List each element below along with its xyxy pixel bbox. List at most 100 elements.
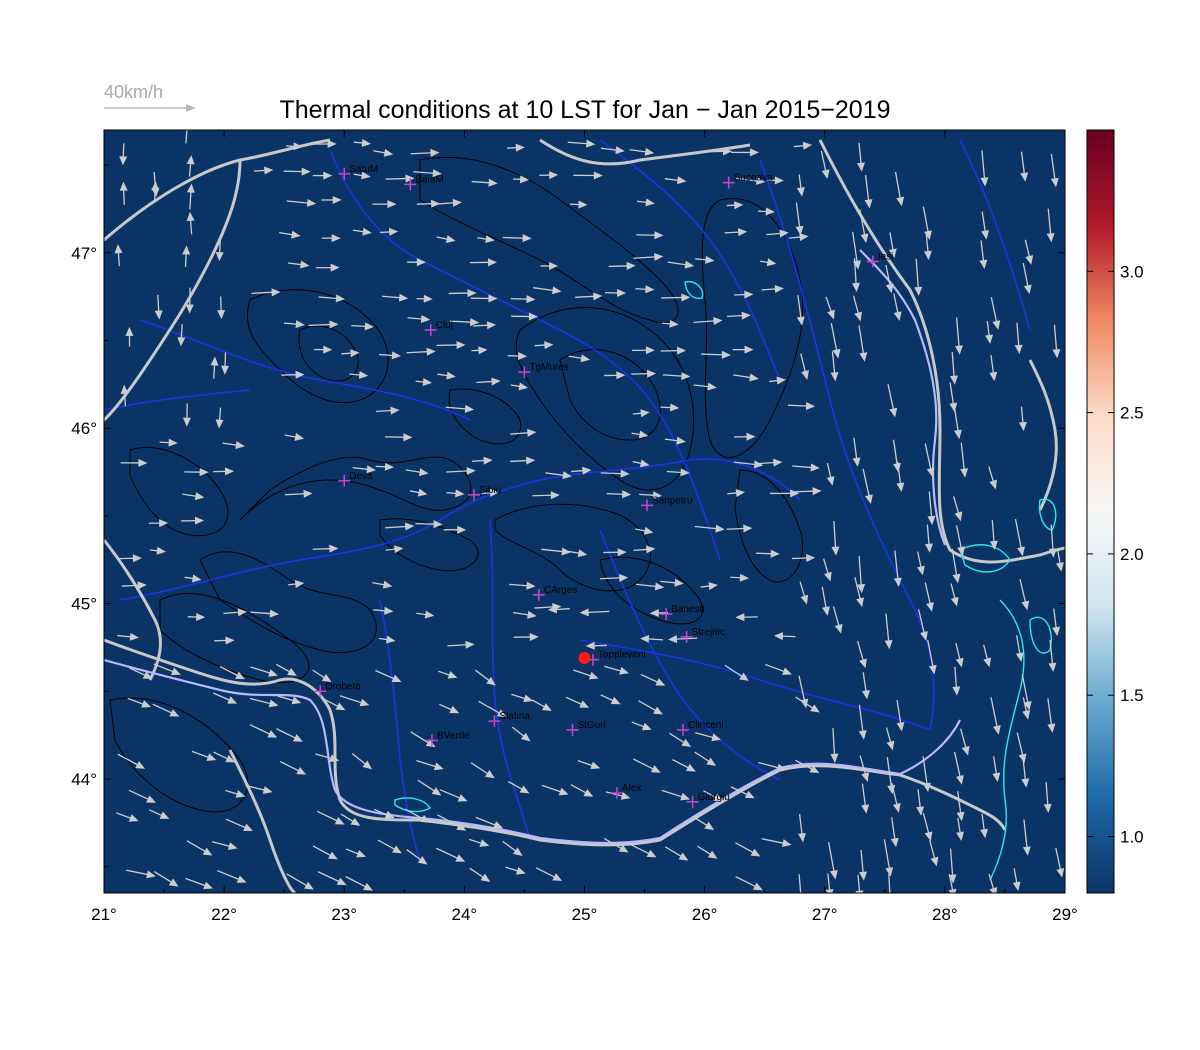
wind-arrow-head — [985, 334, 994, 344]
wind-arrow-head — [704, 821, 715, 831]
wind-arrow-head — [643, 526, 654, 535]
wind-arrow-head — [822, 606, 830, 616]
wind-arrow-shaft — [417, 779, 437, 793]
wind-arrow-head — [1015, 652, 1024, 662]
city-label: Deva — [349, 471, 373, 482]
wind-arrow-shaft — [545, 472, 566, 477]
wind-arrow-head — [457, 525, 467, 534]
wind-arrow-head — [766, 258, 777, 267]
wind-arrow-shaft — [541, 548, 565, 553]
x-axis: 21° 22° 23° 24° 25° 26° 27° 28° 29° — [91, 130, 1078, 924]
contour-line — [515, 307, 695, 491]
wind-arrow-shaft — [922, 756, 928, 787]
wind-arrow-shaft — [509, 583, 530, 587]
wind-arrow-head — [541, 703, 552, 711]
wind-arrow-shaft — [954, 409, 960, 434]
wind-arrow-shaft — [604, 665, 624, 673]
wind-arrow-head — [1020, 172, 1029, 182]
wind-arrow-head — [549, 171, 559, 180]
wind-arrow-shaft — [891, 817, 896, 842]
wind-arrow-shaft — [316, 810, 340, 823]
wind-arrow-head — [776, 376, 786, 385]
wind-arrow-head — [705, 255, 715, 264]
colorbar-tick-label: 1.5 — [1120, 686, 1144, 705]
wind-arrow-head — [512, 847, 523, 857]
x-tick-label: 29° — [1052, 905, 1078, 924]
wind-arrow-head — [616, 371, 626, 380]
wind-arrow-shaft — [953, 751, 962, 779]
wind-arrow-head — [830, 371, 839, 382]
wind-arrow-head — [834, 623, 843, 634]
city-label: Suceava — [734, 173, 773, 184]
wind-arrow-head — [796, 316, 805, 326]
wind-arrow-shaft — [1016, 732, 1024, 758]
wind-arrow-head — [924, 831, 933, 842]
wind-arrow-shaft — [827, 873, 831, 893]
wind-arrow-shaft — [980, 240, 985, 264]
wind-arrow-shaft — [249, 724, 273, 736]
wind-arrow-shaft — [949, 848, 954, 878]
wind-arrow-shaft — [830, 322, 838, 353]
wind-arrow-head — [743, 524, 753, 533]
wind-arrow-head — [128, 814, 139, 822]
wind-arrow-shaft — [924, 443, 932, 472]
wind-arrow-head — [948, 888, 957, 893]
wind-arrow-head — [706, 757, 717, 766]
wind-arrow-head — [861, 804, 870, 814]
contour-line — [109, 697, 249, 813]
border-line — [1028, 359, 1058, 511]
wind-arrow-head — [293, 142, 303, 151]
city-label: Giurgiu — [698, 792, 730, 803]
wind-arrow-shaft — [628, 842, 652, 856]
x-tick-label: 24° — [452, 905, 478, 924]
wind-arrow-head — [287, 668, 297, 676]
wind-arrow-head — [578, 200, 588, 209]
wind-arrow-shaft — [1047, 208, 1052, 237]
wind-arrow-head — [332, 195, 342, 204]
wind-arrow-head — [711, 733, 722, 742]
wind-arrow-shaft — [894, 171, 902, 201]
wind-arrow-shaft — [832, 728, 836, 757]
wind-arrow-head — [646, 849, 657, 858]
wind-arrow-shaft — [1049, 639, 1054, 667]
wind-arrow-shaft — [990, 354, 995, 376]
wind-arrow-head — [558, 787, 569, 796]
city-label: Strejnic — [692, 627, 725, 638]
wind-arrow-shaft — [896, 461, 902, 487]
wind-arrow-shaft — [225, 818, 248, 830]
wind-arrow-head — [547, 605, 557, 614]
wind-arrow-head — [744, 290, 754, 299]
wind-arrow-head — [593, 292, 603, 301]
wind-arrow-shaft — [308, 323, 333, 327]
wind-arrow-head — [892, 803, 901, 813]
wind-arrow-head — [654, 252, 664, 261]
wind-arrow-shaft — [758, 761, 781, 769]
wind-arrow-head — [857, 584, 866, 594]
wind-arrow-shaft — [859, 209, 866, 238]
wind-arrow-head — [737, 228, 748, 237]
wind-arrow-head — [432, 169, 442, 178]
wind-arrow-head — [827, 309, 835, 320]
wind-arrow-shaft — [1022, 262, 1029, 289]
wind-arrow-head — [588, 671, 599, 680]
wind-arrow-head — [645, 285, 655, 294]
wind-arrow-head — [199, 468, 209, 477]
wind-arrow-head — [773, 458, 783, 467]
wind-arrow-head — [646, 545, 656, 554]
wind-arrow-head — [886, 902, 894, 911]
wind-arrow-head — [235, 441, 245, 449]
wind-arrow-head — [577, 549, 588, 558]
colorbar-tick-label: 2.5 — [1120, 404, 1144, 423]
wind-arrow-shaft — [960, 442, 966, 472]
colorbar-tick-label: 1.0 — [1120, 827, 1144, 846]
wind-arrow-shaft — [629, 148, 649, 153]
wind-arrow-head — [686, 763, 696, 772]
wind-arrow-head — [715, 524, 725, 533]
wind-arrow-shaft — [892, 439, 899, 467]
wind-arrow-shaft — [661, 789, 685, 799]
wind-arrow-shaft — [608, 265, 630, 268]
wind-arrow-head — [746, 432, 756, 441]
wind-arrow-head — [194, 492, 205, 501]
wind-arrow-head — [177, 337, 186, 347]
wind-arrow-shaft — [956, 791, 962, 816]
